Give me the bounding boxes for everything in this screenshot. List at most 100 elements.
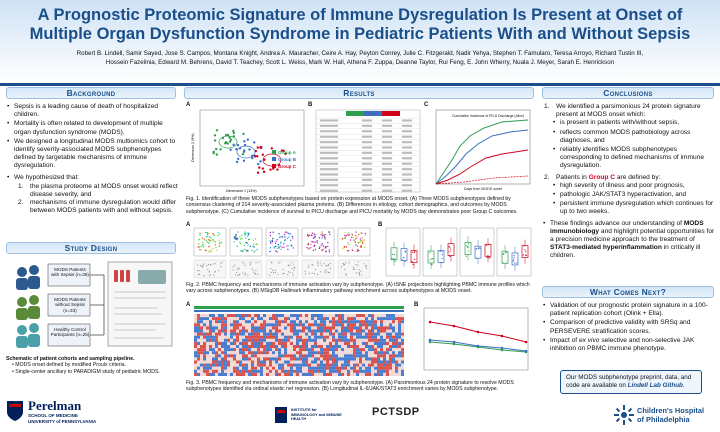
tsne-point <box>271 272 272 273</box>
heatmap-cell <box>365 323 368 326</box>
heatmap-cell <box>341 339 344 342</box>
heatmap-cell <box>296 317 299 320</box>
heatmap-cell <box>254 317 257 320</box>
heatmap-cell <box>377 320 380 323</box>
heatmap-cell <box>401 370 404 373</box>
heatmap-cell <box>350 345 353 348</box>
heatmap-cell <box>221 345 224 348</box>
heatmap-cell <box>326 336 329 339</box>
heatmap-cell <box>203 373 206 376</box>
heatmap-cell <box>386 323 389 326</box>
heatmap-cell <box>314 354 317 357</box>
heatmap-cell <box>377 364 380 367</box>
heatmap-cell <box>221 323 224 326</box>
institute-logo: INSTITUTE for IMMUNOLOGY and IMMUNE HEAL… <box>274 404 344 426</box>
heatmap-cell <box>389 323 392 326</box>
heatmap-cell <box>275 351 278 354</box>
heatmap-cell <box>344 367 347 370</box>
heatmap-cell <box>209 348 212 351</box>
heatmap-cell <box>395 323 398 326</box>
tsne-point <box>323 263 324 264</box>
heatmap-cell <box>371 354 374 357</box>
heatmap-cell <box>278 364 281 367</box>
heatmap-cell <box>239 345 242 348</box>
heatmap-cell <box>257 330 260 333</box>
table-cell-text <box>402 184 412 186</box>
heatmap-cell <box>269 351 272 354</box>
tsne-point <box>235 238 236 239</box>
heatmap-cell <box>197 357 200 360</box>
heatmap-cell <box>323 364 326 367</box>
heatmap-cell <box>398 373 401 376</box>
heatmap-cell <box>242 320 245 323</box>
boxplot-point <box>487 255 488 256</box>
boxplot-point <box>403 257 404 258</box>
heatmap-cell <box>209 317 212 320</box>
heatmap-cell <box>227 336 230 339</box>
heatmap-cell <box>305 333 308 336</box>
heatmap-cell <box>251 364 254 367</box>
heatmap-cell <box>284 314 287 317</box>
heatmap-cell <box>377 361 380 364</box>
heatmap-cell <box>392 342 395 345</box>
heatmap-cell <box>263 317 266 320</box>
heatmap-cell <box>335 364 338 367</box>
boxplot-point <box>514 257 515 258</box>
heatmap-cell <box>275 364 278 367</box>
heatmap-cell <box>224 345 227 348</box>
heatmap-cell <box>326 342 329 345</box>
heatmap-cell <box>299 336 302 339</box>
heatmap-cell <box>242 317 245 320</box>
panel-label-c: C <box>424 102 428 108</box>
heatmap-cell <box>221 370 224 373</box>
heatmap-cell <box>383 317 386 320</box>
tsne-point <box>202 265 203 266</box>
heatmap-cell <box>278 370 281 373</box>
heatmap-cell <box>335 373 338 376</box>
boxplot-point <box>392 254 393 255</box>
heatmap-cell <box>305 326 308 329</box>
heatmap-cell <box>269 357 272 360</box>
heatmap-cell <box>254 373 257 376</box>
heatmap-cell <box>353 361 356 364</box>
heatmap-cell <box>260 351 263 354</box>
heatmap-cell <box>224 354 227 357</box>
tsne-point <box>219 243 220 244</box>
heatmap-cell <box>287 326 290 329</box>
boxplot-box <box>485 244 491 256</box>
heatmap-cell <box>230 370 233 373</box>
boxplot-box <box>448 244 454 256</box>
heatmap-cell <box>380 339 383 342</box>
heatmap-cell <box>299 364 302 367</box>
heatmap-cell <box>221 357 224 360</box>
tsne-point <box>212 233 213 234</box>
heatmap-cell <box>350 367 353 370</box>
heatmap-cell <box>311 354 314 357</box>
heatmap-cell <box>290 373 293 376</box>
tsne-point <box>325 271 326 272</box>
heatmap-cell <box>395 373 398 376</box>
heatmap-cell <box>233 330 236 333</box>
heatmap-cell <box>206 370 209 373</box>
tsne-point <box>308 265 309 266</box>
tsne-point <box>308 236 309 237</box>
table-cell-text <box>382 179 392 181</box>
heatmap-cell <box>200 354 203 357</box>
hypothesis-1: 1. the plasma proteome at MODS onset woul… <box>16 183 178 199</box>
heatmap-cell <box>332 320 335 323</box>
heatmap-cell <box>290 348 293 351</box>
heatmap-cell <box>374 370 377 373</box>
heatmap-cell <box>242 348 245 351</box>
heatmap-cell <box>254 351 257 354</box>
heatmap-cell <box>305 373 308 376</box>
heatmap-cell <box>341 342 344 345</box>
heatmap-cell <box>245 357 248 360</box>
heatmap-cell <box>356 314 359 317</box>
heatmap-cell <box>293 361 296 364</box>
heatmap-cell <box>398 330 401 333</box>
heatmap-cell <box>353 364 356 367</box>
heatmap-cell <box>374 357 377 360</box>
heatmap-cell <box>296 354 299 357</box>
lindell-lab-github-link[interactable]: Lindell Lab Github <box>628 382 683 389</box>
heatmap-cell <box>392 336 395 339</box>
